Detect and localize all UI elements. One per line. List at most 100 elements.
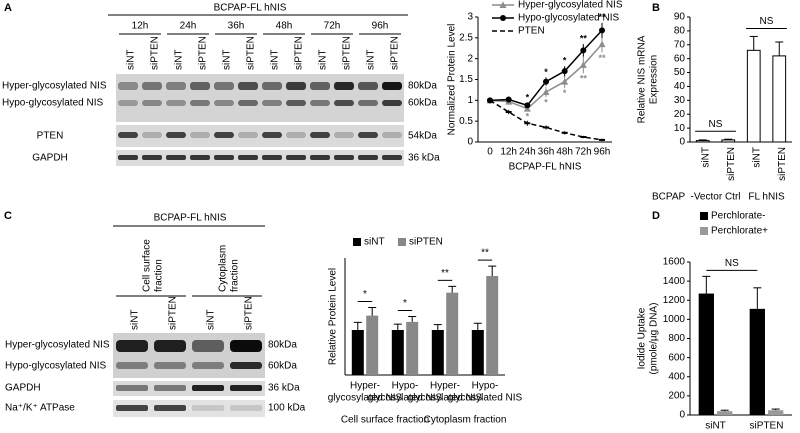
legend-label: Perchlorate- <box>711 211 765 222</box>
marker <box>505 111 512 113</box>
y-tick-label: 200 <box>668 391 685 402</box>
legend-marker <box>499 1 507 8</box>
row-label: Hyper-glycosylated NIS <box>5 340 110 351</box>
band <box>334 155 354 160</box>
y-tick-label: 3 <box>467 12 473 23</box>
band <box>358 132 378 138</box>
band <box>154 405 186 411</box>
x-tick-label: 72h <box>575 147 592 158</box>
y-tick-label: 60 <box>674 53 686 64</box>
timepoint-label: 72h <box>324 21 341 32</box>
bar <box>695 140 710 143</box>
marker <box>505 96 512 103</box>
band <box>154 340 186 352</box>
band <box>310 132 330 138</box>
bar <box>721 139 736 143</box>
size-label: 36 kDa <box>408 153 440 164</box>
x-tick-label: 96h <box>594 147 611 158</box>
y-tick-label: 90 <box>674 12 686 23</box>
significance: NS <box>725 258 739 269</box>
timepoint-label: 12h <box>132 21 149 32</box>
row-label: BCPAP <box>652 192 685 203</box>
panel-label: B <box>652 2 660 14</box>
x-tick-label: Hyper- <box>430 381 460 392</box>
band <box>116 340 148 352</box>
lane-label: siPTEN <box>168 296 179 330</box>
marker <box>599 27 605 34</box>
y-tick-label: 10 <box>674 123 686 134</box>
band <box>286 100 306 106</box>
timepoint-label: 36h <box>228 21 245 32</box>
size-label: 80kDa <box>268 340 297 351</box>
y-axis-title: Relative NIS mRNA <box>637 35 648 123</box>
x-tick-label: 36h <box>538 147 555 158</box>
bar <box>772 55 787 143</box>
blot <box>113 381 265 396</box>
bar <box>446 292 459 375</box>
band <box>214 100 234 106</box>
lane-label: siNT <box>222 49 233 70</box>
blot <box>116 74 404 122</box>
blot <box>113 400 265 417</box>
band <box>116 362 148 369</box>
x-tick-label: glycosylated NIS <box>368 393 443 404</box>
y-tick-label: 600 <box>668 352 685 363</box>
marker <box>561 78 569 85</box>
size-label: 54kDa <box>408 131 437 142</box>
bar <box>486 276 499 375</box>
bar <box>746 49 761 143</box>
y-tick-label: 50 <box>674 67 686 78</box>
band <box>238 100 258 106</box>
bar <box>366 315 379 375</box>
band <box>286 155 306 160</box>
y-tick-label: 0 <box>467 137 473 148</box>
panel-label: D <box>652 210 660 222</box>
marker <box>543 78 549 85</box>
bar <box>749 308 765 415</box>
band <box>334 100 354 106</box>
marker <box>542 88 550 95</box>
band <box>192 385 224 391</box>
row-label: Hyper-glycosylated NIS <box>2 81 107 92</box>
y-tick-label: 1.5 <box>459 74 473 85</box>
significance: ** <box>598 12 606 22</box>
band <box>118 155 138 160</box>
y-tick-label: 20 <box>674 109 686 120</box>
x-axis-title: BCPAP-FL hNIS <box>509 162 582 173</box>
x-tick-label: siPTEN <box>726 147 737 181</box>
group-label: Cytoplasm fraction <box>424 415 507 426</box>
band <box>214 155 234 160</box>
y-axis-title: Relative Protein Level <box>328 268 339 365</box>
significance: * <box>403 298 407 309</box>
lane-label: siPTEN <box>198 36 209 70</box>
y-axis-title: Iodide Uptake <box>637 307 648 369</box>
significance: * <box>563 56 567 66</box>
band <box>154 385 186 391</box>
legend-label: Hyper-glycosylated NIS <box>518 0 623 11</box>
y-tick-label: 40 <box>674 81 686 92</box>
legend-swatch <box>700 212 708 220</box>
band <box>334 82 354 90</box>
y-tick-label: 1600 <box>663 257 686 268</box>
band <box>192 340 224 352</box>
band <box>230 340 262 352</box>
y-tick-label: 0.5 <box>459 116 473 127</box>
x-tick-label: 24h <box>519 147 536 158</box>
panel-label: C <box>4 210 12 222</box>
blot <box>113 333 265 378</box>
band <box>190 100 210 106</box>
y-tick-label: 30 <box>674 95 686 106</box>
band <box>192 362 224 369</box>
panel-label: A <box>4 2 12 14</box>
y-axis-title: Normalized Protein Level <box>447 24 458 136</box>
significance: NS <box>709 119 723 130</box>
lane-label: siNT <box>270 49 281 70</box>
legend-label: siNT <box>364 237 385 248</box>
size-label: 100 kDa <box>268 403 306 414</box>
x-tick-label: siNT <box>751 147 762 168</box>
band <box>154 362 186 369</box>
legend-swatch <box>700 227 708 235</box>
y-tick-label: 400 <box>668 371 685 382</box>
lane-label: siPTEN <box>246 36 257 70</box>
